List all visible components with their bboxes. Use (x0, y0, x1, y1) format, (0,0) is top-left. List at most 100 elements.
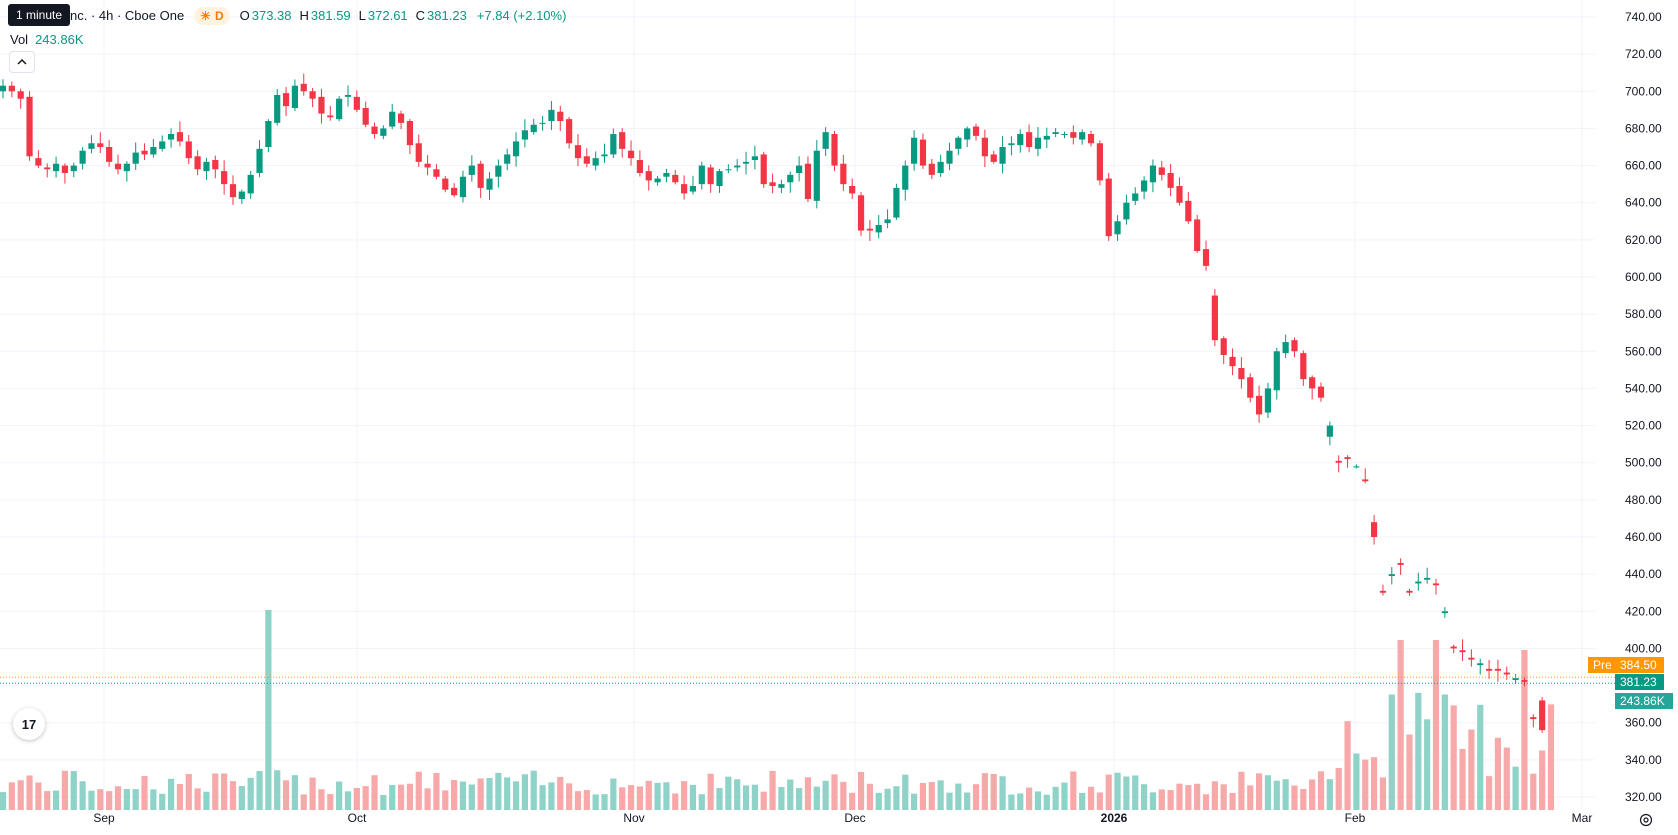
candle-body (557, 111, 564, 121)
candle-body (1185, 200, 1192, 222)
volume-tag: 243.86K (1615, 693, 1673, 709)
candle-body (530, 124, 537, 133)
symbol-title[interactable]: nc. · 4h · Cboe One (70, 8, 185, 23)
candle-body (760, 154, 767, 185)
volume-value: 243.86K (35, 32, 84, 47)
candle-body (1264, 388, 1272, 413)
volume-bar (681, 781, 688, 810)
candle-body (44, 167, 51, 170)
volume-bar (1530, 773, 1537, 810)
volume-bar (0, 792, 7, 810)
volume-bar (672, 793, 679, 810)
volume-bar (1309, 779, 1316, 810)
candle-body (574, 145, 582, 159)
candle-body (884, 219, 891, 224)
market-status-badge[interactable]: ☀ D (194, 7, 230, 25)
volume-bar (1282, 779, 1289, 810)
candle-body (1468, 657, 1475, 660)
price-axis[interactable]: 740.00 720.00 700.00 680.00 660.00 640.00 620.… (1625, 10, 1662, 804)
candle-body (566, 119, 573, 144)
candle-body (725, 169, 732, 171)
candle-body (1087, 134, 1095, 144)
collapse-legend-button[interactable] (9, 51, 35, 73)
volume-bar (946, 792, 953, 810)
pre-market-label-tag: Pre (1588, 657, 1615, 673)
ohlc-values: O 373.38 H 381.59 L 372.61 C 381.23 +7.84 (+… (240, 7, 567, 25)
volume-bar (380, 794, 387, 810)
y-tick-label: 740.00 (1625, 10, 1662, 24)
volume-bar (238, 786, 245, 810)
candle-body (698, 165, 705, 185)
candle-body (1008, 143, 1015, 146)
volume-bar (769, 770, 776, 810)
volume-bar (1370, 757, 1378, 810)
open-value: 373.38 (251, 8, 292, 23)
y-tick-label: 640.00 (1625, 196, 1662, 210)
candle-body (282, 93, 290, 107)
candle-body (397, 113, 405, 123)
close-label: C (415, 8, 426, 23)
candle-body (981, 137, 988, 157)
volume-bar (150, 789, 157, 810)
candle-body (1132, 193, 1139, 201)
candle-body (389, 111, 396, 127)
time-axis[interactable]: Sep Oct Nov Dec 2026 Feb Mar (93, 811, 1592, 825)
volume-bar (300, 794, 307, 810)
candle-body (946, 150, 953, 164)
volume-bar (1503, 747, 1510, 810)
candle-body (504, 154, 511, 164)
volume-bar (35, 782, 42, 810)
volume-bar (1114, 772, 1121, 810)
candle-body (751, 156, 758, 160)
volume-bar (645, 780, 652, 810)
candle-body (327, 115, 334, 118)
volume-bar (1459, 748, 1466, 810)
candle-body (999, 147, 1006, 164)
y-tick-label: 420.00 (1625, 604, 1662, 618)
volume-bar (627, 785, 635, 810)
candle-body (79, 150, 86, 164)
volume-bar (1026, 787, 1033, 810)
y-tick-label: 500.00 (1625, 456, 1662, 470)
candle-body (1477, 663, 1484, 666)
candle-body (521, 130, 528, 140)
chart-settings-button[interactable] (1636, 810, 1656, 830)
volume-bar (1096, 792, 1103, 810)
volume-bar (875, 792, 882, 810)
volume-bar (539, 785, 546, 810)
candle-body (1512, 678, 1519, 680)
candle-body (1441, 611, 1448, 614)
candle-body (1194, 219, 1201, 251)
candle-body (486, 178, 493, 190)
candle-body (592, 158, 599, 166)
y-tick-label: 700.00 (1625, 84, 1662, 98)
candle-body (1211, 295, 1218, 341)
volume-label[interactable]: Vol (10, 32, 29, 47)
volume-bar (1052, 786, 1059, 810)
candle-body (106, 147, 113, 162)
candle-body (1388, 574, 1395, 576)
tradingview-logo[interactable]: 17 (13, 708, 45, 740)
candle-body (627, 150, 635, 159)
candle-body (1123, 202, 1130, 220)
volume-bar (1273, 780, 1280, 810)
low-value: 372.61 (367, 8, 408, 23)
candle-body (972, 126, 980, 136)
volume-bar (1424, 719, 1431, 810)
volume-bar (689, 784, 697, 810)
candle-body (344, 95, 352, 97)
candle-body (813, 150, 820, 201)
candle-body (831, 134, 838, 166)
candle-body (911, 137, 918, 164)
volume-bar (1158, 789, 1165, 810)
volume-bar (1547, 704, 1555, 810)
volume-bar (1450, 705, 1457, 810)
candle-body (1494, 668, 1502, 671)
candle-body (1282, 342, 1289, 354)
volume-bar (566, 783, 573, 810)
candle-body (663, 173, 670, 177)
candle-body (1229, 356, 1236, 367)
candle-body (1503, 672, 1510, 675)
